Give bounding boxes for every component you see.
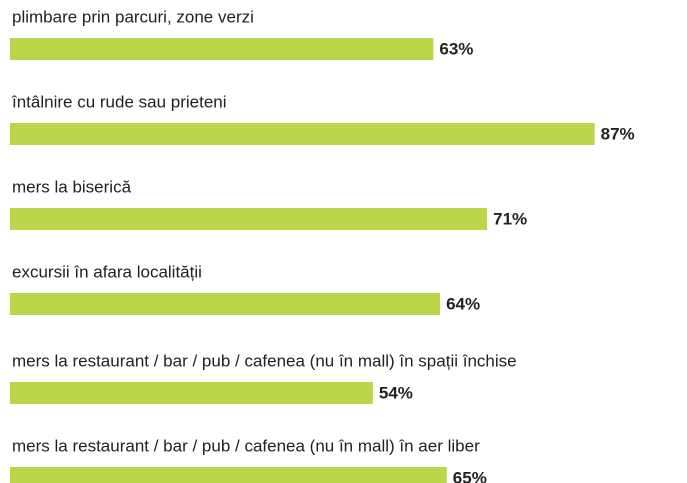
bar <box>10 382 373 404</box>
value-label: 87% <box>601 124 635 143</box>
value-label: 63% <box>439 39 473 58</box>
bar <box>10 467 447 483</box>
value-label: 65% <box>453 468 487 483</box>
value-label: 54% <box>379 383 413 402</box>
category-label: excursii în afara localității <box>12 262 202 281</box>
bar <box>10 38 434 60</box>
bar <box>10 293 441 315</box>
category-label: mers la restaurant / bar / pub / cafenea… <box>12 436 480 455</box>
category-label: întâlnire cu rude sau prieteni <box>11 92 227 111</box>
bar <box>10 123 595 145</box>
value-label: 64% <box>446 294 480 313</box>
value-label: 71% <box>493 209 527 228</box>
category-label: mers la biserică <box>12 177 132 196</box>
bar <box>10 208 488 230</box>
category-label: plimbare prin parcuri, zone verzi <box>12 7 254 26</box>
category-label: mers la restaurant / bar / pub / cafenea… <box>12 351 517 370</box>
